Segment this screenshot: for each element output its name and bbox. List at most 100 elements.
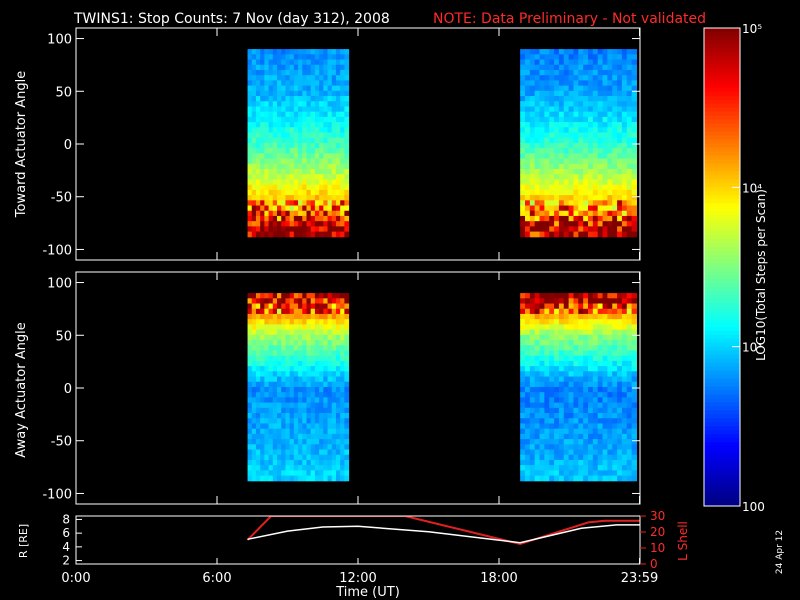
heatmap-cell <box>314 360 320 367</box>
heatmap-cell <box>314 158 320 165</box>
heatmap-cell <box>277 205 282 212</box>
heatmap-cell <box>549 413 555 419</box>
heatmap-cell <box>310 329 316 336</box>
heatmap-cell <box>612 413 618 419</box>
heatmap-cell <box>277 184 282 191</box>
heatmap-cell <box>344 205 350 212</box>
heatmap-cell <box>302 195 307 201</box>
colorbar-swatch <box>704 486 740 491</box>
heatmap-cell <box>264 439 270 445</box>
heatmap-cell <box>621 184 628 191</box>
heatmap-cell <box>621 127 628 134</box>
heatmap-cell <box>251 423 257 430</box>
heatmap-cell <box>289 200 295 207</box>
heatmap-cell <box>310 195 316 201</box>
heatmap-cell <box>573 418 579 424</box>
heatmap-cell <box>340 413 345 419</box>
heatmap-cell <box>554 324 560 331</box>
heatmap-cell <box>310 132 316 139</box>
heatmap-cell <box>293 366 299 372</box>
heatmap-cell <box>607 69 613 76</box>
heatmap-cell <box>285 439 291 445</box>
heatmap-cell <box>277 210 282 217</box>
heatmap-cell <box>298 85 303 92</box>
colorbar-swatch <box>704 71 740 77</box>
heatmap-cell <box>281 449 286 456</box>
heatmap-cell <box>327 475 333 482</box>
heatmap-cell <box>260 340 265 346</box>
heatmap-cell <box>573 444 579 451</box>
heatmap-cell <box>298 90 303 97</box>
heatmap-cell <box>568 465 574 471</box>
heatmap-cell <box>314 413 320 419</box>
heatmap-cell <box>277 101 282 107</box>
heatmap-cell <box>247 444 253 451</box>
heatmap-cell <box>331 402 337 409</box>
heatmap-cell <box>617 470 623 477</box>
heatmap-cell <box>592 334 599 341</box>
heatmap-cell <box>264 293 270 299</box>
heatmap-cell <box>298 54 303 61</box>
heatmap-cell <box>544 324 550 331</box>
heatmap-cell <box>289 439 295 445</box>
heatmap-cell <box>563 334 570 341</box>
heatmap-cell <box>340 215 345 222</box>
heatmap-cell <box>340 449 345 456</box>
heatmap-cell <box>310 418 316 424</box>
heatmap-cell <box>583 423 589 430</box>
heatmap-cell <box>344 428 350 435</box>
heatmap-cell <box>335 360 341 367</box>
heatmap-cell <box>588 376 594 383</box>
heatmap-cell <box>578 205 584 212</box>
heatmap-cell <box>277 122 282 128</box>
heatmap-cell <box>310 459 316 466</box>
heatmap-cell <box>597 308 604 315</box>
heatmap-cell <box>319 226 324 233</box>
heatmap-cell <box>563 85 570 92</box>
heatmap-cell <box>277 475 282 482</box>
heatmap-cell <box>319 174 324 180</box>
heatmap-cell <box>319 449 324 456</box>
colorbar-swatch <box>704 382 740 388</box>
heatmap-cell <box>302 298 307 305</box>
heatmap-cell <box>293 85 299 92</box>
heatmap-cell <box>520 174 526 180</box>
heatmap-cell <box>573 386 579 393</box>
heatmap-cell <box>626 148 633 154</box>
heatmap-cell <box>293 308 299 315</box>
heatmap-cell <box>335 329 341 336</box>
heatmap-cell <box>260 59 265 66</box>
heatmap-cell <box>588 122 594 128</box>
heatmap-cell <box>310 200 316 207</box>
heatmap-cell <box>529 329 536 336</box>
heatmap-cell <box>331 313 337 320</box>
heatmap-cell <box>302 470 307 477</box>
heatmap-cell <box>268 308 274 315</box>
heatmap-cell <box>578 439 584 445</box>
heatmap-cell <box>539 122 545 128</box>
heatmap-cell <box>281 386 286 393</box>
heatmap-cell <box>525 454 531 461</box>
heatmap-cell <box>323 132 329 139</box>
heatmap-cell <box>592 433 599 440</box>
heatmap-cell <box>260 69 265 76</box>
heatmap-cell <box>539 329 545 336</box>
heatmap-cell <box>247 345 253 351</box>
heatmap-cell <box>534 189 541 196</box>
heatmap-cell <box>289 205 295 212</box>
heatmap-cell <box>327 111 333 118</box>
heatmap-cell <box>583 226 589 233</box>
heatmap-cell <box>277 439 282 445</box>
heatmap-cell <box>549 169 555 175</box>
heatmap-cell <box>285 381 291 388</box>
heatmap-cell <box>293 376 299 383</box>
heatmap-cell <box>268 329 274 336</box>
heatmap-cell <box>306 439 312 445</box>
heatmap-cell <box>314 163 320 170</box>
heatmap-cell <box>285 475 291 482</box>
heatmap-cell <box>264 96 270 102</box>
heatmap-cell <box>281 433 286 440</box>
heatmap-cell <box>314 231 320 238</box>
heatmap-cell <box>602 195 608 201</box>
heatmap-cell <box>340 308 345 315</box>
